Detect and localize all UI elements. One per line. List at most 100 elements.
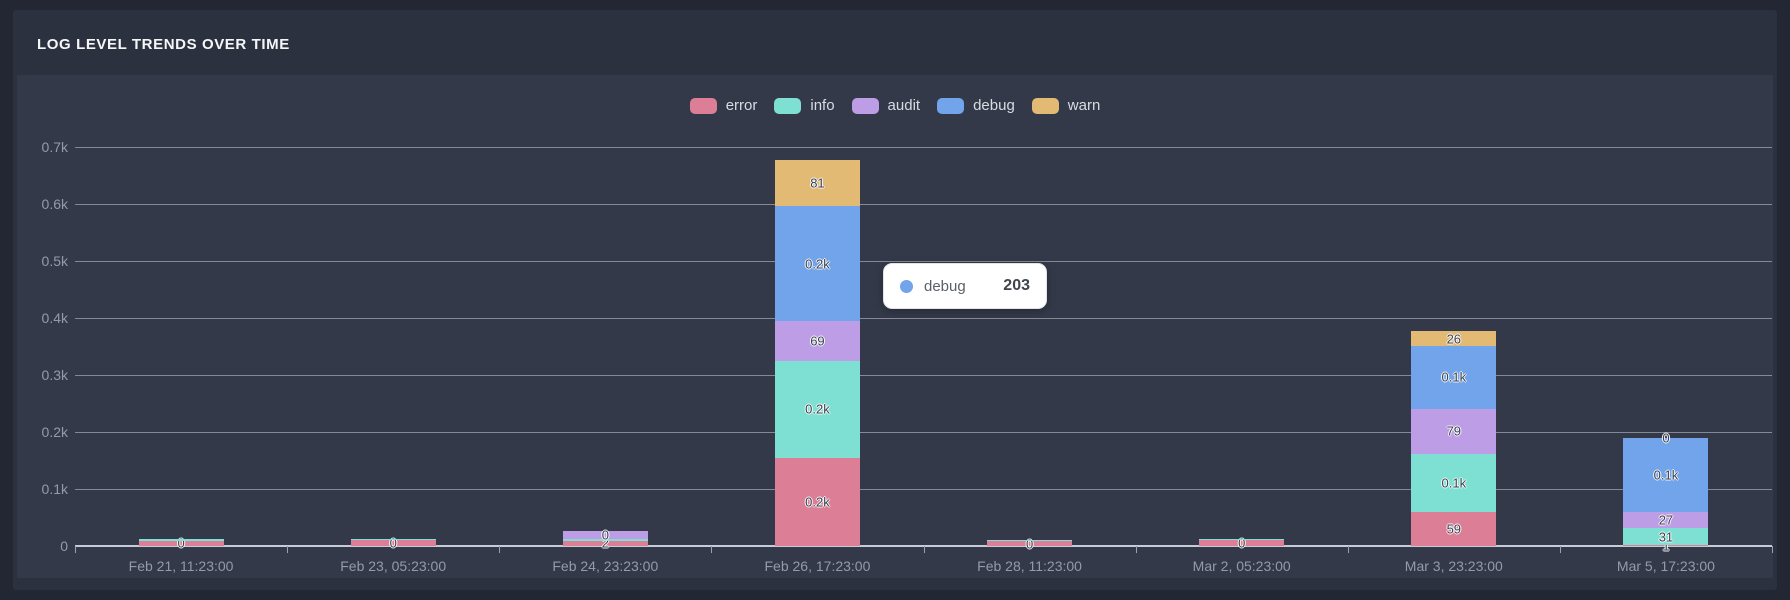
bar-value-label: 0 xyxy=(389,535,397,551)
bar-segment-debug[interactable] xyxy=(1411,345,1497,409)
panel-title: LOG LEVEL TRENDS OVER TIME xyxy=(37,36,290,53)
x-axis-tick xyxy=(1772,546,1773,553)
tooltip-series-name: debug xyxy=(924,277,966,295)
bar-segment-warn[interactable] xyxy=(774,159,860,206)
y-axis-label: 0 xyxy=(60,538,68,554)
y-axis-label: 0.3k xyxy=(41,367,68,383)
bar-value-label: 59 xyxy=(1446,521,1462,537)
legend: error info audit debug warn xyxy=(17,97,1773,114)
legend-item-info[interactable]: info xyxy=(774,97,835,114)
bar-segment-info[interactable] xyxy=(1411,453,1497,513)
bar-value-label: 0.1k xyxy=(1653,467,1679,483)
legend-label: audit xyxy=(887,97,921,114)
bar-value-label: 79 xyxy=(1446,423,1462,439)
x-axis-label: Feb 24, 23:23:00 xyxy=(552,558,659,574)
bar-segment-info[interactable] xyxy=(138,539,224,541)
legend-label: error xyxy=(725,97,758,114)
gridline xyxy=(75,489,1772,490)
bar-segment-debug[interactable] xyxy=(774,205,860,322)
bar-segment-error[interactable] xyxy=(1623,545,1709,546)
bar-value-label: 0 xyxy=(1238,535,1246,551)
legend-item-audit[interactable]: audit xyxy=(851,97,921,114)
bar-segment-audit[interactable] xyxy=(562,531,648,540)
y-axis-label: 0.4k xyxy=(41,310,68,326)
x-axis-tick xyxy=(711,546,713,553)
x-axis-label: Mar 2, 05:23:00 xyxy=(1192,558,1291,574)
x-axis-tick xyxy=(923,546,925,553)
x-axis-tick xyxy=(1559,546,1561,553)
legend-swatch-audit xyxy=(851,97,879,114)
bar-segment-error[interactable] xyxy=(138,540,224,546)
bar-segment-error[interactable] xyxy=(987,541,1073,546)
bar-value-label: 2 xyxy=(601,535,609,551)
y-axis-label: 0.1k xyxy=(41,481,68,497)
log-level-trends-panel: LOG LEVEL TRENDS OVER TIME error info audi… xyxy=(13,10,1777,590)
y-axis-label: 0.7k xyxy=(41,139,68,155)
bar-segment-error[interactable] xyxy=(562,540,648,546)
x-axis-label: Feb 26, 17:23:00 xyxy=(764,558,871,574)
gridline xyxy=(75,375,1772,376)
bar-value-label: 0.1k xyxy=(1441,369,1467,385)
gridline xyxy=(75,204,1772,205)
bar-segment-error[interactable] xyxy=(1411,512,1497,546)
bar-value-label: 0.2k xyxy=(805,401,830,417)
x-axis-label: Feb 28, 11:23:00 xyxy=(977,558,1082,574)
bar-segment-info[interactable] xyxy=(1623,527,1709,546)
legend-swatch-warn xyxy=(1031,97,1059,114)
gridline xyxy=(75,318,1772,319)
x-axis-label: Feb 21, 11:23:00 xyxy=(128,558,234,574)
legend-swatch-error xyxy=(689,97,717,114)
bar-segment-audit[interactable] xyxy=(1623,512,1709,528)
bar-segment-error[interactable] xyxy=(774,457,860,546)
bar-segment-error[interactable] xyxy=(1199,540,1285,546)
bar-segment-info[interactable] xyxy=(987,540,1073,542)
bar-segment-info[interactable] xyxy=(1199,539,1285,541)
x-axis-tick xyxy=(287,546,289,553)
legend-label: warn xyxy=(1067,97,1101,114)
x-axis-label: Feb 23, 05:23:00 xyxy=(340,558,447,574)
bar-segment-info[interactable] xyxy=(562,539,648,541)
legend-item-debug[interactable]: debug xyxy=(937,97,1015,114)
x-axis-tick xyxy=(75,546,76,553)
bar-value-label: 26 xyxy=(1446,331,1462,347)
bar-segment-info[interactable] xyxy=(350,538,436,541)
bar-value-label: 0.1k xyxy=(1441,475,1467,491)
bar-segment-audit[interactable] xyxy=(1411,408,1497,454)
bar-value-label: 0.2k xyxy=(805,256,830,272)
bar-value-label: 81 xyxy=(810,175,825,191)
bar-segment-error[interactable] xyxy=(350,540,436,546)
bar-segment-info[interactable] xyxy=(774,360,860,458)
bar-segment-debug[interactable] xyxy=(1623,438,1709,513)
legend-item-warn[interactable]: warn xyxy=(1031,97,1101,114)
gridline xyxy=(75,432,1772,433)
bar-value-label: 0 xyxy=(177,535,185,551)
y-axis-label: 0.2k xyxy=(41,424,68,440)
legend-swatch-debug xyxy=(937,97,965,114)
tooltip-series-dot xyxy=(900,279,913,293)
legend-label: info xyxy=(810,97,835,114)
tooltip-value: 203 xyxy=(1003,277,1030,294)
bar-value-label: 1 xyxy=(1662,538,1670,554)
x-axis-label: Mar 5, 17:23:00 xyxy=(1616,558,1715,574)
bar-value-label: 0 xyxy=(601,527,609,543)
x-axis-tick xyxy=(1347,546,1349,553)
x-axis-tick xyxy=(499,546,501,553)
bar-value-label: 31 xyxy=(1658,529,1674,545)
bar-segment-audit[interactable] xyxy=(774,321,860,361)
bar-segment-warn[interactable] xyxy=(1411,331,1497,346)
chart-canvas: error info audit debug warn 0 0.1k 0.2k 0.3k 0.4… xyxy=(17,75,1773,578)
bar-value-label: 0 xyxy=(1662,430,1670,446)
bar-value-label: 27 xyxy=(1658,512,1674,528)
bar-value-label: 69 xyxy=(810,333,825,349)
legend-swatch-info xyxy=(774,97,802,114)
gridline xyxy=(75,261,1772,262)
x-axis-tick xyxy=(1135,546,1137,553)
y-axis-label: 0.6k xyxy=(41,196,68,212)
plot-area: 0 0.1k 0.2k 0.3k 0.4k 0.5k 0.6k 0.7k 0 Feb 21, 11… xyxy=(17,75,1773,578)
gridline xyxy=(75,147,1772,148)
legend-item-error[interactable]: error xyxy=(689,97,758,114)
y-axis-label: 0.5k xyxy=(41,253,68,269)
bar-value-label: 0 xyxy=(1025,536,1034,552)
bar-value-label: 0.2k xyxy=(805,494,830,510)
tooltip: debug 203 xyxy=(883,263,1047,309)
